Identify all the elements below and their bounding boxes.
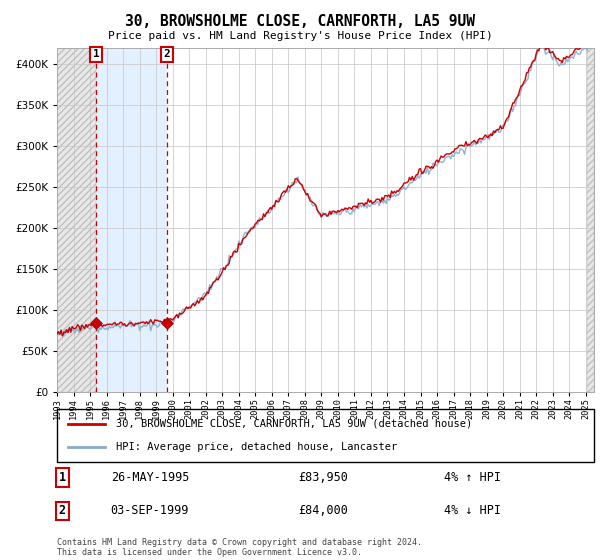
- Text: £83,950: £83,950: [299, 470, 349, 484]
- Text: 30, BROWSHOLME CLOSE, CARNFORTH, LA5 9UW: 30, BROWSHOLME CLOSE, CARNFORTH, LA5 9UW: [125, 14, 475, 29]
- Text: Contains HM Land Registry data © Crown copyright and database right 2024.
This d: Contains HM Land Registry data © Crown c…: [57, 538, 422, 557]
- Text: 4% ↑ HPI: 4% ↑ HPI: [443, 470, 500, 484]
- Text: 2: 2: [59, 505, 66, 517]
- Text: 4% ↓ HPI: 4% ↓ HPI: [443, 505, 500, 517]
- Text: HPI: Average price, detached house, Lancaster: HPI: Average price, detached house, Lanc…: [116, 442, 397, 452]
- Text: 1: 1: [59, 470, 66, 484]
- Bar: [587, 48, 594, 392]
- Text: £84,000: £84,000: [299, 505, 349, 517]
- Text: Price paid vs. HM Land Registry's House Price Index (HPI): Price paid vs. HM Land Registry's House …: [107, 31, 493, 41]
- Bar: [57, 48, 96, 392]
- Text: 2: 2: [164, 49, 170, 59]
- Text: 26-MAY-1995: 26-MAY-1995: [111, 470, 189, 484]
- Text: 1: 1: [93, 49, 100, 59]
- Text: 03-SEP-1999: 03-SEP-1999: [111, 505, 189, 517]
- Bar: [587, 48, 594, 392]
- Bar: [96, 48, 167, 392]
- Text: 30, BROWSHOLME CLOSE, CARNFORTH, LA5 9UW (detached house): 30, BROWSHOLME CLOSE, CARNFORTH, LA5 9UW…: [116, 419, 472, 429]
- Bar: [57, 48, 96, 392]
